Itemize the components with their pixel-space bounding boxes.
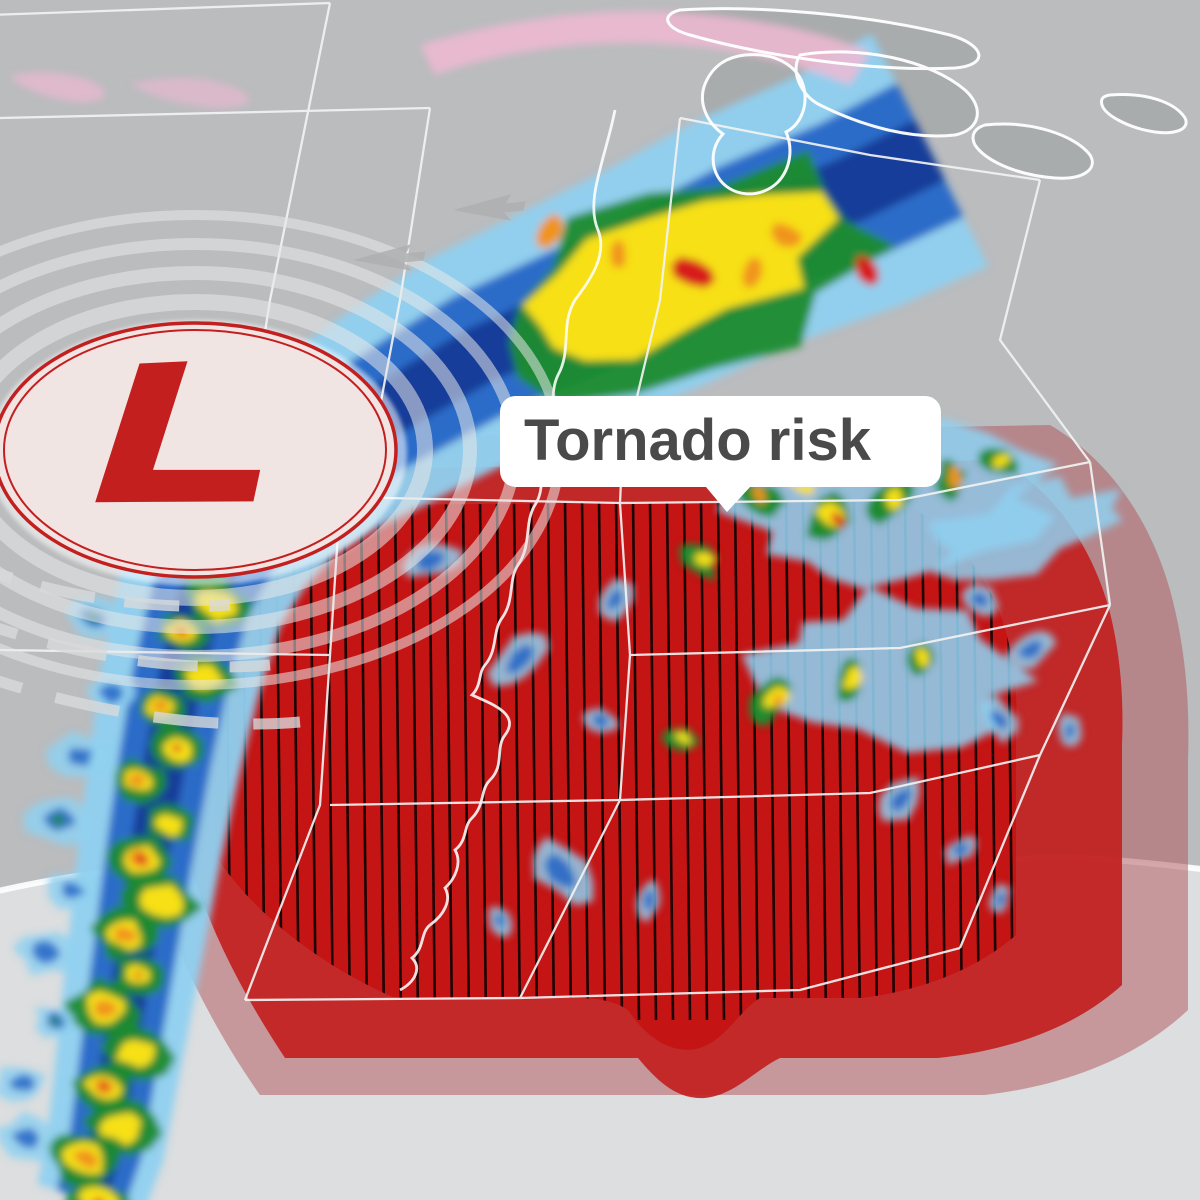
svg-text:Tornado risk: Tornado risk bbox=[524, 408, 872, 473]
